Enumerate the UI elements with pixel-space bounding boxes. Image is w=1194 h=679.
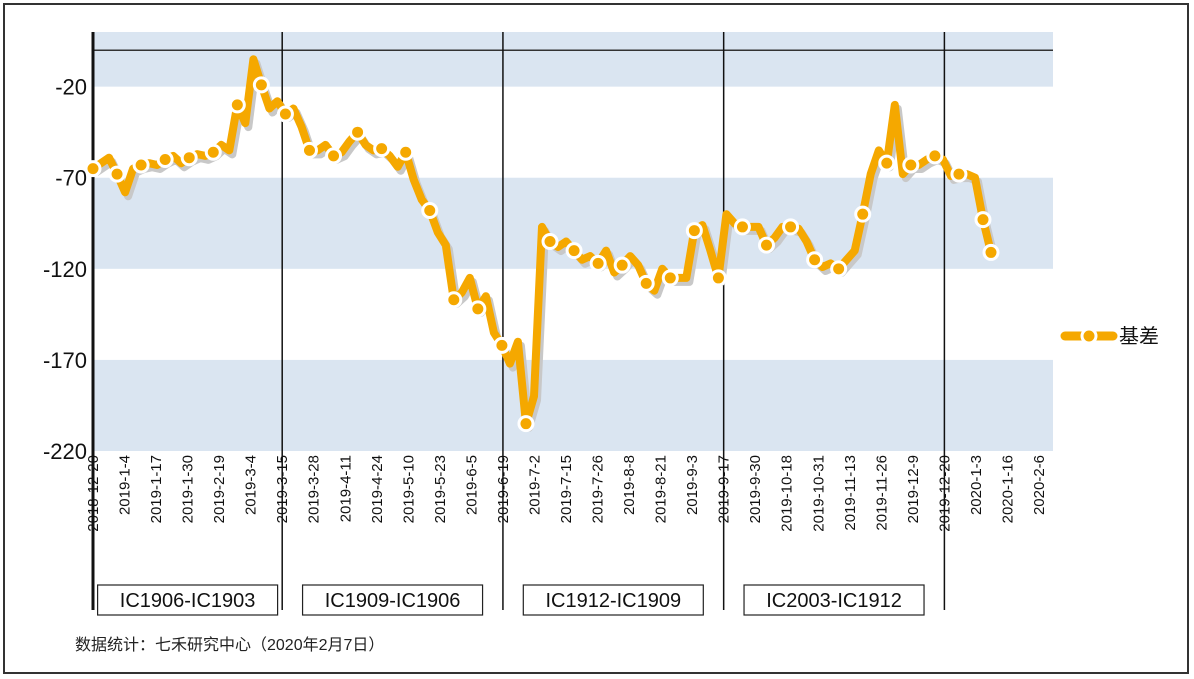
x-tick-label: 2019-10-18 [779, 455, 796, 532]
x-tick-label: 2019-11-13 [842, 455, 859, 531]
legend-swatch-marker [1080, 327, 1098, 345]
series-point [830, 260, 848, 278]
series-point [204, 143, 222, 161]
x-tick-label: 2019-9-3 [684, 455, 701, 515]
x-tick-label: 2018-12-20 [85, 455, 102, 532]
x-tick-label: 2019-1-30 [180, 455, 197, 523]
y-tick-label: -220 [43, 439, 87, 464]
series-point [589, 254, 607, 272]
x-tick-label: 2019-4-24 [369, 455, 386, 523]
y-tick-label: -70 [55, 166, 87, 191]
x-tick-label: 2019-7-15 [558, 455, 575, 523]
x-tick-label: 2019-8-21 [653, 455, 670, 523]
series-point [349, 123, 367, 141]
y-tick-label: -20 [55, 75, 87, 100]
series-point [782, 218, 800, 236]
series-point [276, 105, 294, 123]
series-point [565, 242, 583, 260]
series-point [541, 233, 559, 250]
series-point [84, 160, 102, 178]
series-point [854, 205, 872, 223]
x-tick-label: 2019-3-15 [274, 455, 291, 523]
legend-label: 基差 [1119, 325, 1159, 348]
x-tick-label: 2019-8-8 [621, 455, 638, 515]
x-tick-label: 2019-9-30 [747, 455, 764, 523]
x-tick-label: 2019-2-19 [211, 455, 228, 523]
series-point [445, 291, 463, 309]
contract-period-label: IC1909-IC1906 [325, 590, 461, 612]
legend: 基差 [1060, 325, 1159, 348]
source-note: 数据统计：七禾研究中心（2020年2月7日） [75, 636, 384, 654]
series-point [733, 218, 751, 236]
y-tick-label: -170 [43, 348, 87, 373]
series-point [878, 154, 896, 172]
x-axis-ticks: 2018-12-20 2019-1-4 2019-1-17 2019-1-30 2019… [85, 455, 1048, 532]
x-tick-label: 2019-5-23 [432, 455, 449, 523]
series-point [421, 202, 439, 220]
x-tick-label: 2019-11-26 [873, 455, 890, 531]
y-tick-label: -120 [43, 257, 87, 282]
plot-background-bands [93, 32, 1053, 451]
series-point [637, 274, 655, 292]
series-point [685, 222, 703, 240]
x-tick-label: 2019-9-17 [716, 455, 733, 523]
series-points-group [84, 76, 1000, 433]
basis-line-chart: -20-70-120-170-220 2018-12-20 2019-1-4 201… [43, 32, 1159, 654]
x-tick-label: 2019-1-17 [148, 455, 165, 523]
x-tick-label: 2019-1-4 [117, 455, 134, 515]
x-tick-label: 2019-4-11 [337, 455, 354, 522]
series-point [397, 143, 415, 161]
series-point [493, 336, 511, 354]
x-tick-label: 2019-5-10 [400, 455, 417, 523]
x-tick-label: 2019-10-31 [810, 455, 827, 532]
x-tick-label: 2019-7-26 [590, 455, 607, 523]
x-tick-label: 2020-2-6 [1031, 455, 1048, 515]
series-point [300, 141, 318, 159]
series-point [902, 156, 920, 174]
series-point [180, 149, 198, 167]
background-band-0 [93, 32, 1053, 87]
series-point [108, 165, 126, 183]
contract-period-label: IC1912-IC1909 [545, 590, 681, 612]
x-tick-label: 2020-1-16 [999, 455, 1016, 523]
x-tick-label: 2019-12-9 [905, 455, 922, 523]
y-axis-ticks: -20 -70 -120 -170 -220 [43, 75, 87, 464]
contract-period-label: IC2003-IC1912 [766, 590, 902, 612]
series-point [517, 415, 535, 433]
series-point [974, 211, 992, 229]
x-tick-label: 2019-7-2 [526, 455, 543, 515]
x-tick-label: 2019-6-5 [463, 455, 480, 515]
series-point [373, 140, 391, 158]
x-tick-label: 2020-1-3 [968, 455, 985, 515]
series-point [806, 251, 824, 269]
contract-dividers [91, 32, 946, 610]
series-point [252, 76, 270, 94]
series-point [758, 236, 775, 254]
series-point [156, 151, 174, 169]
series-point [228, 96, 246, 114]
contract-period-box [96, 584, 279, 616]
chart-frame: -20 -70 -120 -170 -220 2018-12-20 2019-1-4 201… [3, 3, 1189, 674]
contract-period-box [522, 584, 704, 616]
contract-period-labels: IC1906-IC1903 IC1909-IC1906 IC1912-IC1909 I… [96, 584, 925, 616]
x-tick-label: 2019-6-19 [495, 455, 512, 523]
series-point [613, 256, 631, 274]
series-point [982, 243, 1000, 261]
contract-period-box [301, 584, 484, 616]
x-tick-label: 2019-3-28 [306, 455, 323, 523]
series-point [950, 165, 968, 183]
series-point [661, 269, 679, 287]
series-point [469, 300, 487, 318]
contract-period-box [743, 584, 925, 616]
background-band-2 [93, 359, 1053, 451]
x-tick-label: 2019-3-4 [243, 455, 260, 515]
contract-period-label: IC1906-IC1903 [120, 590, 256, 612]
series-point [926, 147, 944, 165]
x-tick-label: 2019-12-20 [936, 455, 953, 532]
series-point [132, 156, 150, 174]
series-point [325, 147, 343, 165]
series-point [709, 269, 727, 287]
